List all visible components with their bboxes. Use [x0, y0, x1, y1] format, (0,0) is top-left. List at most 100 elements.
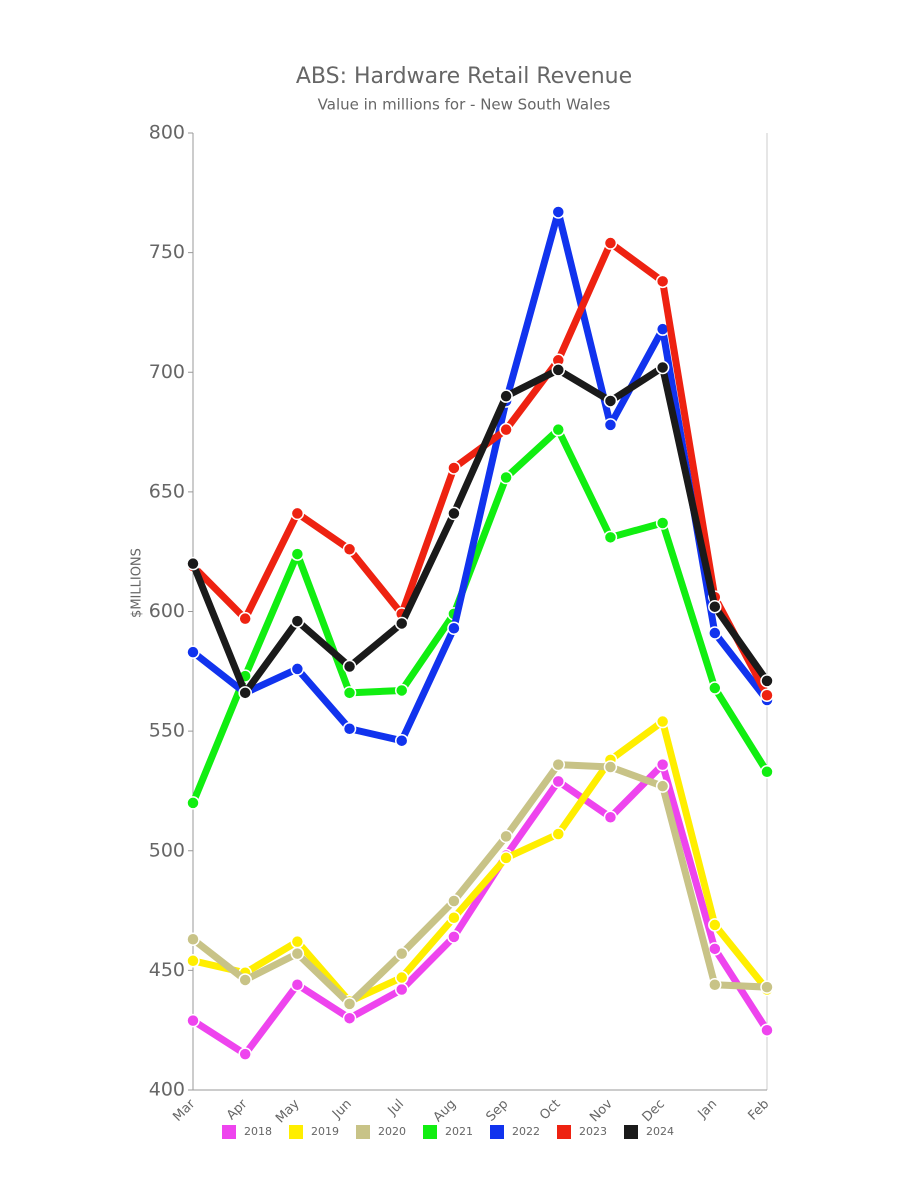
data-point: [708, 599, 722, 614]
data-point: [186, 1013, 200, 1028]
data-point: [499, 422, 513, 437]
data-point: [394, 970, 409, 985]
data-point: [551, 827, 566, 841]
data-point: [342, 542, 357, 557]
data-point: [186, 954, 200, 968]
x-tick-label: Nov: [587, 1096, 616, 1125]
chart-subtitle: Value in millions for - New South Wales: [318, 96, 611, 114]
data-point: [551, 774, 566, 789]
x-tick-label: Jan: [695, 1097, 720, 1122]
legend-label: 2019: [311, 1125, 339, 1138]
series-line: [192, 718, 770, 1005]
data-point: [394, 683, 409, 698]
data-point: [655, 360, 670, 375]
data-point: [708, 918, 722, 932]
data-point: [394, 733, 409, 748]
y-tick-label: 550: [149, 720, 185, 742]
data-point: [708, 681, 722, 695]
legend-swatch: [222, 1125, 236, 1139]
data-point: [655, 757, 670, 772]
data-point: [238, 611, 252, 626]
data-point: [238, 686, 252, 700]
data-point: [394, 616, 409, 631]
data-point: [603, 760, 618, 774]
y-tick-label: 650: [149, 480, 185, 502]
data-point: [447, 621, 461, 635]
y-tick-label: 800: [149, 122, 185, 144]
data-point: [186, 645, 200, 659]
data-point: [238, 1047, 252, 1061]
data-point: [394, 946, 409, 961]
data-point: [447, 910, 461, 925]
data-point: [655, 516, 670, 530]
y-tick-label: 600: [149, 600, 185, 622]
x-tick-label: Dec: [640, 1097, 668, 1125]
data-point: [760, 674, 774, 688]
x-tick-label: Feb: [745, 1097, 772, 1124]
data-point: [447, 930, 461, 944]
data-point: [290, 614, 305, 628]
data-point: [290, 662, 305, 676]
x-tick-label: Sep: [483, 1097, 511, 1125]
data-point: [708, 626, 722, 640]
data-point: [186, 932, 200, 947]
legend-label: 2020: [378, 1125, 406, 1138]
data-point: [760, 765, 774, 779]
data-point: [551, 363, 566, 377]
data-point: [447, 506, 461, 521]
data-point: [394, 982, 409, 997]
data-point: [499, 470, 513, 485]
y-tick-label: 700: [149, 361, 185, 383]
legend-label: 2024: [646, 1125, 674, 1138]
legend-label: 2018: [244, 1125, 272, 1138]
x-tick-label: May: [273, 1096, 303, 1126]
series-line: [191, 761, 770, 1058]
y-tick-label: 750: [149, 241, 185, 263]
data-point: [655, 274, 670, 289]
data-point: [342, 686, 357, 700]
data-point: [551, 422, 566, 437]
data-point: [708, 942, 722, 956]
data-point: [290, 547, 305, 561]
chart-title: ABS: Hardware Retail Revenue: [296, 64, 632, 89]
data-point: [186, 556, 200, 571]
x-tick-label: Oct: [537, 1097, 564, 1124]
data-point: [708, 977, 722, 992]
legend-label: 2023: [579, 1125, 607, 1138]
data-point: [603, 810, 618, 825]
y-axis-label: $MILLIONS: [130, 548, 145, 618]
data-point: [238, 973, 252, 987]
series-line: [189, 426, 770, 805]
data-point: [551, 757, 566, 772]
legend-swatch: [624, 1125, 638, 1139]
y-tick-label: 450: [149, 959, 185, 981]
legend-swatch: [557, 1125, 571, 1139]
legend-swatch: [289, 1125, 303, 1139]
legend-swatch: [356, 1125, 370, 1139]
legend-label: 2022: [512, 1125, 540, 1138]
data-point: [342, 659, 357, 674]
data-point: [342, 997, 357, 1011]
data-point: [290, 977, 305, 992]
x-tick-label: Jul: [385, 1097, 407, 1119]
data-point: [290, 506, 305, 521]
data-point: [447, 461, 461, 475]
data-point: [499, 851, 513, 865]
data-point: [760, 980, 774, 994]
data-point: [290, 934, 305, 949]
series-line: [190, 761, 768, 1008]
data-point: [447, 894, 461, 908]
x-tick-label: Jun: [329, 1097, 355, 1123]
data-point: [499, 829, 513, 844]
data-point: [186, 796, 200, 810]
y-tick-label: 400: [149, 1079, 185, 1101]
data-point: [342, 721, 357, 736]
series-line: [190, 208, 770, 745]
data-point: [290, 946, 305, 961]
data-point: [551, 205, 566, 219]
series-line: [190, 239, 771, 697]
x-tick-label: Apr: [224, 1096, 251, 1123]
legend-swatch: [490, 1125, 504, 1139]
data-point: [603, 418, 618, 432]
